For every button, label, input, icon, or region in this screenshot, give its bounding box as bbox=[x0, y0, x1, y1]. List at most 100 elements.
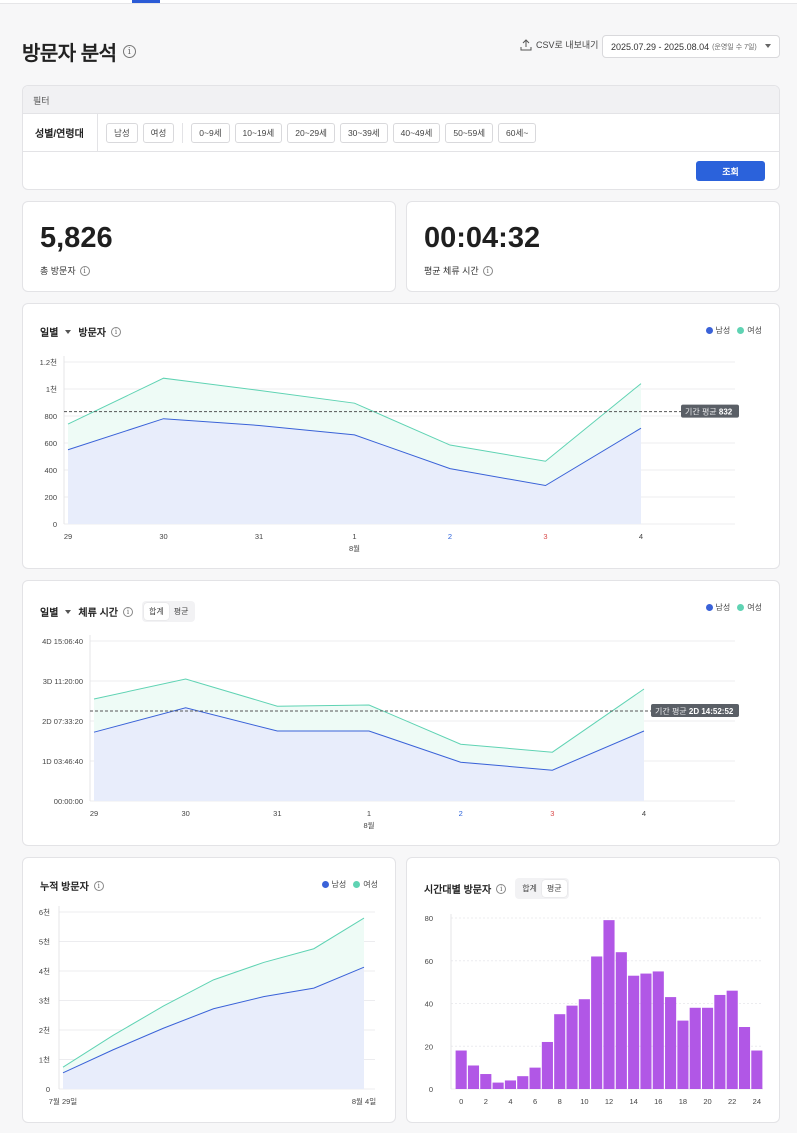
legend-label: 남성 bbox=[331, 880, 347, 889]
cumulative-visitors-chart: 0 1천 2천 3천 4천 5천 6천 7월 29일 8월 4일 bbox=[39, 906, 376, 1106]
info-icon[interactable]: i bbox=[79, 265, 90, 276]
bar bbox=[603, 920, 615, 1089]
y-tick-label: 6천 bbox=[39, 907, 50, 917]
kpi-label: 총 방문자 i bbox=[40, 264, 90, 277]
info-icon[interactable]: i bbox=[93, 880, 104, 891]
series-female-line bbox=[67, 377, 642, 462]
y-tick-label: 600 bbox=[44, 439, 57, 448]
legend-male: 남성 bbox=[705, 602, 731, 613]
legend-male: 남성 bbox=[321, 879, 347, 890]
bar bbox=[615, 952, 627, 1089]
chart-legend: 남성 여성 bbox=[705, 325, 762, 336]
bar bbox=[517, 1076, 529, 1089]
y-tick-label: 1D 03:46:40 bbox=[42, 757, 83, 766]
date-range-value: 2025.07.29 - 2025.08.04 bbox=[611, 41, 710, 52]
daily-visitors-chart: 0 200 400 600 800 1천 1.2천 29 30 31 1 2 3 4 8월 기간 평균 832 bbox=[40, 356, 739, 553]
daily-stay-card: 일별 체류 시간 i 합계 평균 남성 여성 00:00:00 1D 03:46:… bbox=[22, 580, 780, 846]
x-tick-label: 0 bbox=[459, 1097, 463, 1106]
bar bbox=[702, 1007, 714, 1089]
divider bbox=[182, 122, 184, 143]
seg-avg[interactable]: 평균 bbox=[173, 607, 189, 616]
average-label: 기간 평균 2D 14:52:52 bbox=[655, 706, 734, 716]
info-icon[interactable]: i bbox=[482, 265, 493, 276]
period-dropdown[interactable]: 일별 bbox=[40, 608, 59, 619]
x-tick-label: 2 bbox=[484, 1097, 488, 1106]
y-tick-label: 2D 07:33:20 bbox=[42, 717, 83, 726]
chip-age-60-plus[interactable]: 60세~ bbox=[498, 122, 537, 143]
x-tick-label: 3 bbox=[550, 809, 554, 818]
info-icon[interactable]: i bbox=[123, 606, 133, 617]
y-tick-label: 200 bbox=[44, 493, 57, 502]
seg-avg[interactable]: 평균 bbox=[541, 880, 567, 897]
legend-female: 여성 bbox=[737, 325, 762, 336]
seg-sum[interactable]: 합계 bbox=[144, 603, 169, 620]
bar bbox=[578, 999, 590, 1089]
seg-sum[interactable]: 합계 bbox=[522, 884, 537, 893]
bar bbox=[628, 975, 640, 1089]
chip-age-50-59[interactable]: 50~59세 bbox=[445, 122, 494, 143]
x-tick-label: 8월 4일 bbox=[352, 1096, 376, 1106]
series-female-line bbox=[93, 678, 645, 753]
top-tab-bar bbox=[0, 0, 797, 4]
x-tick-label: 31 bbox=[255, 532, 263, 541]
period-dropdown[interactable]: 일별 bbox=[40, 328, 59, 339]
x-tick-label: 4 bbox=[639, 532, 643, 541]
x-tick-label: 29 bbox=[64, 532, 72, 541]
legend-label: 남성 bbox=[715, 603, 731, 612]
bar bbox=[504, 1080, 516, 1089]
chip-age-20-29[interactable]: 20~29세 bbox=[287, 122, 335, 143]
active-tab-indicator bbox=[132, 0, 160, 3]
y-tick-label: 0 bbox=[53, 520, 57, 529]
average-label: 기간 평균 832 bbox=[685, 407, 733, 417]
x-month-label: 8월 bbox=[363, 820, 374, 830]
daily-stay-chart: 00:00:00 1D 03:46:40 2D 07:33:20 3D 11:20:0… bbox=[42, 635, 739, 830]
legend-female: 여성 bbox=[737, 602, 762, 613]
y-tick-label: 5천 bbox=[39, 937, 50, 947]
bar bbox=[689, 1007, 701, 1089]
info-icon[interactable]: i bbox=[496, 883, 507, 894]
series-male-line bbox=[62, 966, 365, 1074]
csv-export-button[interactable]: CSV로 내보내기 bbox=[520, 38, 598, 51]
x-tick-label: 1 bbox=[352, 532, 356, 541]
x-tick-label: 22 bbox=[728, 1097, 736, 1106]
x-tick-label: 12 bbox=[605, 1097, 613, 1106]
chart-title-text: 누적 방문자 bbox=[40, 882, 89, 893]
filter-panel: 필터 성별/연령대 남성 여성 0~9세 10~19세 20~29세 30~39… bbox=[22, 85, 780, 190]
csv-export-label: CSV로 내보내기 bbox=[536, 40, 599, 50]
cumulative-visitors-card: 누적 방문자 i 남성 여성 0 1천 2천 3천 4천 5천 6천 7월 29일 8월 4일 bbox=[22, 857, 396, 1123]
x-tick-label: 4 bbox=[508, 1097, 512, 1106]
chip-female[interactable]: 여성 bbox=[142, 122, 175, 143]
kpi-label-text: 평균 체류 시간 bbox=[424, 266, 479, 276]
info-icon[interactable]: i bbox=[111, 326, 122, 337]
info-icon[interactable]: i bbox=[122, 45, 136, 58]
y-tick-label: 20 bbox=[425, 1042, 433, 1051]
average-value: 832 bbox=[719, 408, 733, 417]
chip-age-10-19[interactable]: 10~19세 bbox=[234, 122, 283, 143]
chip-age-40-49[interactable]: 40~49세 bbox=[392, 122, 441, 143]
average-badge bbox=[651, 704, 739, 717]
average-value: 2D 14:52:52 bbox=[689, 707, 734, 716]
x-tick-label: 31 bbox=[273, 809, 281, 818]
chip-male[interactable]: 남성 bbox=[106, 122, 138, 143]
chevron-down-icon[interactable] bbox=[65, 329, 72, 334]
y-tick-label: 80 bbox=[425, 914, 433, 923]
x-tick-label: 2 bbox=[459, 809, 463, 818]
average-badge bbox=[681, 404, 739, 418]
chevron-down-icon[interactable] bbox=[65, 609, 72, 614]
bar bbox=[714, 994, 726, 1089]
legend-dot bbox=[737, 327, 745, 334]
bar bbox=[726, 990, 738, 1089]
y-tick-label: 00:00:00 bbox=[54, 797, 83, 806]
date-range-select[interactable]: 2025.07.29 - 2025.08.04 (운영일 수 7일) bbox=[602, 35, 780, 58]
filter-row-gender-age: 성별/연령대 남성 여성 0~9세 10~19세 20~29세 30~39세 4… bbox=[23, 114, 779, 152]
search-button[interactable]: 조회 bbox=[696, 161, 765, 181]
y-tick-label: 0 bbox=[46, 1085, 50, 1094]
chip-age-0-9[interactable]: 0~9세 bbox=[191, 122, 230, 143]
bar bbox=[467, 1065, 480, 1089]
bar bbox=[665, 997, 677, 1089]
series-female-area bbox=[94, 679, 644, 771]
chip-age-30-39[interactable]: 30~39세 bbox=[339, 122, 388, 143]
x-tick-label: 20 bbox=[703, 1097, 711, 1106]
series-male-line bbox=[93, 707, 645, 771]
legend-dot bbox=[705, 604, 713, 611]
